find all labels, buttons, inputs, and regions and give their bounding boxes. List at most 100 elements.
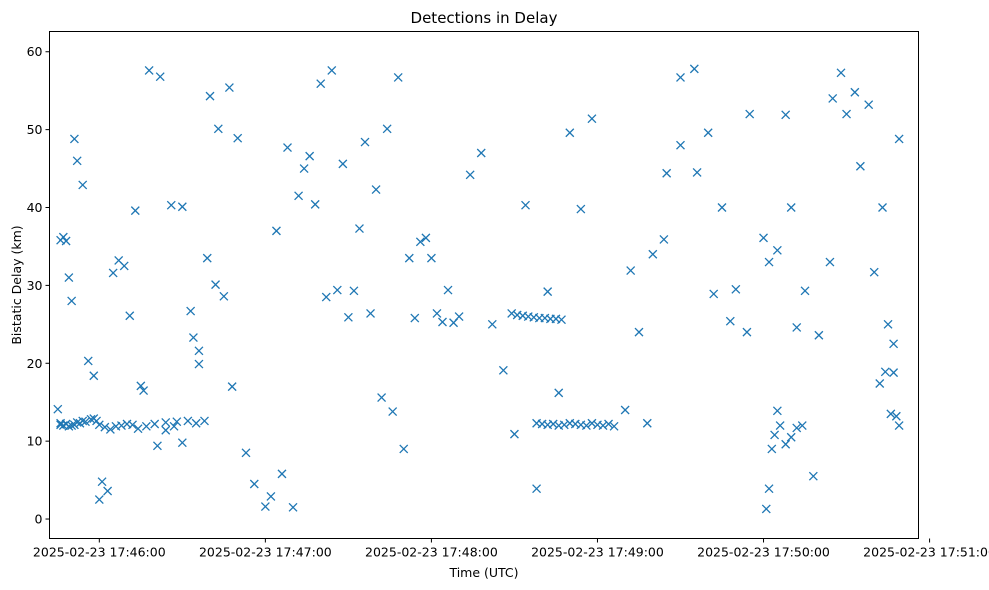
data-point bbox=[399, 444, 409, 454]
data-point bbox=[150, 419, 160, 429]
data-point bbox=[869, 267, 879, 277]
data-point bbox=[67, 296, 77, 306]
data-point bbox=[200, 416, 209, 426]
data-point bbox=[191, 418, 201, 428]
data-point bbox=[825, 257, 835, 267]
y-axis-label: Bistatic Delay (km) bbox=[9, 225, 24, 344]
data-point bbox=[161, 425, 171, 435]
data-point bbox=[166, 200, 176, 210]
data-point bbox=[836, 68, 846, 78]
data-point bbox=[186, 306, 196, 316]
data-point bbox=[775, 421, 785, 431]
data-point bbox=[692, 168, 702, 177]
data-point bbox=[241, 448, 251, 458]
data-point bbox=[880, 367, 890, 377]
data-point bbox=[875, 379, 885, 388]
data-point bbox=[194, 346, 204, 356]
data-point bbox=[855, 161, 865, 171]
data-point bbox=[69, 134, 79, 144]
data-point bbox=[676, 140, 685, 150]
data-point bbox=[144, 65, 154, 75]
data-point bbox=[119, 261, 129, 271]
data-point bbox=[224, 83, 234, 93]
data-point bbox=[283, 143, 292, 153]
data-point bbox=[543, 287, 553, 297]
data-point bbox=[521, 200, 530, 210]
data-point bbox=[554, 388, 564, 398]
x-tick-label: 2025-02-23 17:51:00 bbox=[863, 545, 989, 560]
data-point bbox=[626, 266, 636, 276]
data-point bbox=[97, 477, 107, 487]
data-point bbox=[761, 504, 771, 514]
data-point bbox=[316, 79, 326, 89]
data-point bbox=[277, 469, 287, 479]
data-point bbox=[81, 417, 90, 427]
data-point bbox=[507, 308, 517, 318]
x-tick-label: 2025-02-23 17:47:00 bbox=[199, 545, 332, 560]
data-point bbox=[332, 285, 342, 295]
data-point bbox=[620, 405, 630, 415]
data-point bbox=[108, 268, 118, 278]
data-point bbox=[128, 420, 137, 430]
data-point bbox=[404, 253, 414, 263]
data-point bbox=[587, 114, 597, 124]
data-point bbox=[260, 502, 270, 512]
data-point bbox=[321, 292, 331, 302]
data-point bbox=[94, 495, 104, 505]
data-point bbox=[100, 422, 110, 432]
data-point bbox=[103, 486, 113, 496]
x-axis: 2025-02-23 17:46:00 2025-02-23 17:47:00 20… bbox=[33, 538, 989, 560]
data-point bbox=[498, 365, 508, 375]
data-point bbox=[689, 64, 699, 74]
data-point bbox=[89, 371, 99, 381]
data-point bbox=[271, 226, 281, 236]
data-point bbox=[878, 203, 887, 212]
plot-frame bbox=[49, 31, 919, 539]
data-point bbox=[703, 128, 713, 138]
data-point bbox=[161, 417, 171, 427]
y-tick-label: 20 bbox=[27, 356, 43, 371]
data-point bbox=[565, 128, 575, 138]
data-point bbox=[487, 319, 497, 329]
data-point bbox=[883, 319, 893, 329]
data-point bbox=[731, 284, 741, 294]
data-point bbox=[327, 65, 337, 75]
data-point bbox=[233, 133, 243, 143]
y-tick-label: 60 bbox=[27, 44, 43, 59]
data-point bbox=[227, 382, 237, 392]
data-point bbox=[92, 416, 102, 426]
data-point bbox=[850, 87, 860, 97]
data-point bbox=[891, 411, 901, 421]
data-point bbox=[548, 419, 558, 429]
data-point bbox=[288, 502, 298, 512]
data-point bbox=[662, 168, 672, 178]
data-point bbox=[659, 234, 669, 244]
data-point bbox=[94, 420, 104, 430]
data-point bbox=[188, 333, 198, 343]
x-tick-label: 2025-02-23 17:46:00 bbox=[33, 545, 166, 560]
data-point bbox=[377, 393, 387, 402]
detections-series bbox=[53, 64, 904, 514]
data-point bbox=[366, 308, 375, 318]
data-point bbox=[349, 286, 359, 296]
data-point bbox=[360, 137, 370, 147]
data-point bbox=[421, 233, 431, 243]
data-point bbox=[78, 180, 88, 190]
data-point bbox=[814, 330, 824, 340]
data-point bbox=[410, 313, 420, 323]
data-point bbox=[432, 308, 442, 318]
data-point bbox=[130, 206, 140, 216]
data-point bbox=[139, 386, 149, 395]
data-point bbox=[642, 418, 652, 428]
data-point bbox=[205, 91, 215, 101]
data-point bbox=[58, 232, 68, 242]
data-point bbox=[886, 409, 896, 419]
data-point bbox=[772, 245, 782, 255]
data-point bbox=[355, 224, 364, 233]
y-tick-label: 30 bbox=[27, 278, 43, 293]
x-tick-label: 2025-02-23 17:48:00 bbox=[365, 545, 498, 560]
data-point bbox=[889, 368, 899, 378]
data-point bbox=[177, 202, 187, 212]
data-point bbox=[764, 484, 774, 494]
data-point bbox=[576, 204, 586, 214]
